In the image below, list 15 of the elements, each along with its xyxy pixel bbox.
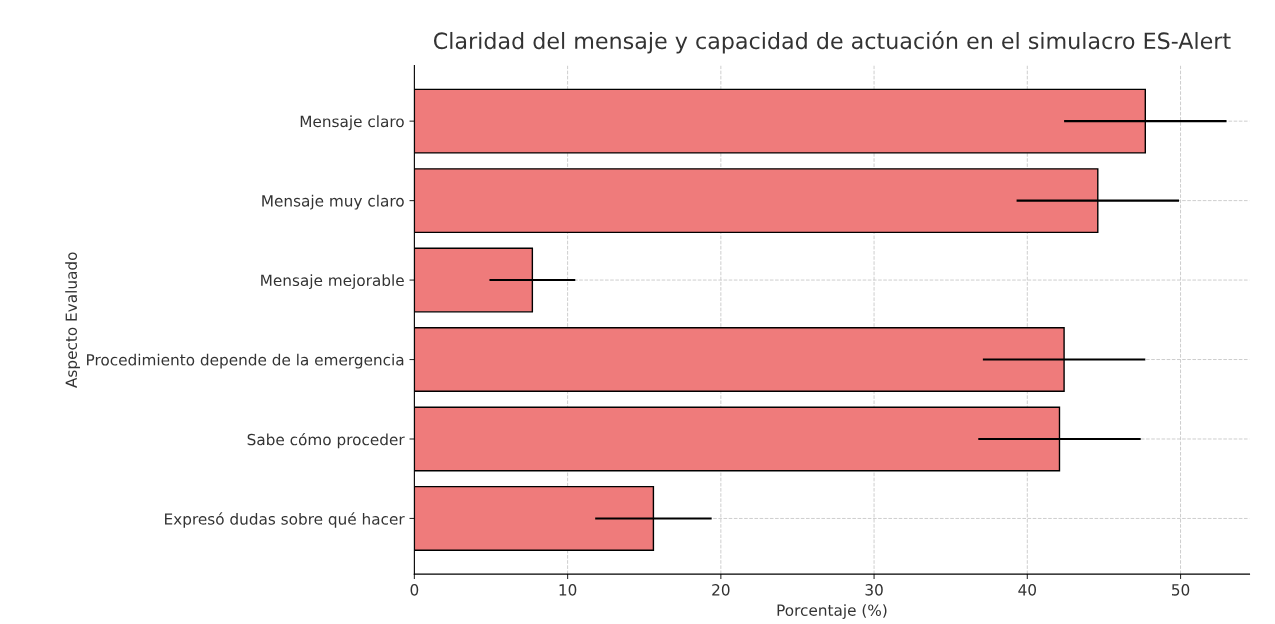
x-tick-label: 20 <box>712 584 730 596</box>
y-tick-label: Procedimiento depende de la emergencia <box>87 353 404 369</box>
x-tick-label: 0 <box>410 584 419 596</box>
y-tick-label: Sabe cómo proceder <box>247 432 405 449</box>
x-tick-label: 40 <box>1018 584 1037 596</box>
chart-title: Claridad del mensaje y capacidad de actuación en el simulacro ES-Alert <box>433 31 1231 54</box>
y-tick-label: Mensaje mejorable <box>261 274 404 290</box>
x-tick-label: 30 <box>865 584 883 596</box>
x-tick-label: 10 <box>559 584 577 596</box>
y-axis-title: Aspecto Evaluado <box>65 252 80 388</box>
x-axis-title: Porcentaje (%) <box>777 604 887 619</box>
x-tick-label: 50 <box>1172 584 1190 596</box>
y-tick-label: Mensaje claro <box>300 115 404 131</box>
y-tick-label: Expresó dudas sobre qué hacer <box>165 512 405 528</box>
y-tick-label: Mensaje muy claro <box>262 194 404 210</box>
